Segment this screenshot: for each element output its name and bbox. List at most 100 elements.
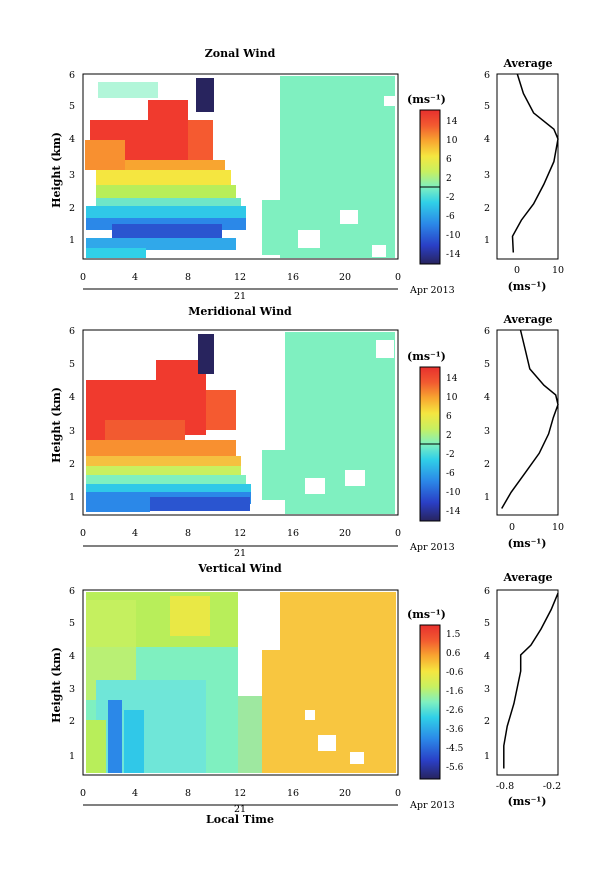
- heat-region: [85, 140, 125, 170]
- heat-region: [86, 206, 246, 220]
- x-tick-label: 12: [234, 272, 246, 283]
- x-tick-label: 16: [287, 272, 299, 283]
- profile-y-tick: 3: [484, 170, 490, 181]
- heat-region: [96, 185, 236, 199]
- heat-region: [148, 100, 188, 170]
- y-axis: 1 2 3 4 5 6 Height (km): [50, 586, 75, 762]
- y-tick-label: 1: [69, 492, 75, 503]
- y-tick-label: 1: [69, 235, 75, 246]
- colorbar-unit: (ms⁻¹): [407, 350, 446, 363]
- profile-unit: (ms⁻¹): [508, 537, 547, 550]
- y-axis: 1 2 3 4 5 6 Height (km): [50, 70, 75, 246]
- colorbar-meridional: (ms⁻¹) 14 10 6 2 -2 -6 -10 -14: [407, 350, 461, 522]
- colorbar-tick-label: 14: [446, 374, 458, 384]
- heat-region: [188, 120, 213, 165]
- heat-region: [112, 224, 222, 240]
- profile-x-tick: 0: [514, 265, 520, 276]
- heat-region: [86, 504, 150, 512]
- profile-y-tick: 1: [484, 235, 490, 246]
- heat-gap: [305, 710, 315, 720]
- colorbar-tick-label: 2: [446, 174, 452, 184]
- heat-region: [86, 238, 236, 250]
- heat-region: [124, 710, 144, 773]
- panel-meridional: Meridional Wind 1 2 3 4: [50, 305, 564, 559]
- plot-frame: [82, 73, 399, 260]
- heat-region: [86, 456, 241, 468]
- profile-meridional: Average 1 2 3 4 5 6 0 10 (ms⁻¹): [484, 313, 564, 550]
- y-tick-label: 2: [69, 203, 75, 214]
- heat-region: [98, 82, 158, 98]
- profile-y-tick: 4: [484, 392, 490, 403]
- profile-x-tick: 0: [509, 522, 515, 533]
- heat-region: [86, 248, 146, 258]
- y-tick-label: 5: [69, 618, 75, 629]
- heat-region: [196, 78, 214, 112]
- profile-y-tick: 1: [484, 492, 490, 503]
- x-tick-label: 8: [185, 788, 191, 799]
- heat-region: [108, 700, 122, 773]
- profile-x-tick: -0.8: [496, 781, 514, 792]
- date-day: 21: [234, 804, 246, 815]
- date-day: 21: [234, 291, 246, 302]
- heatmap-meridional: [83, 330, 398, 515]
- heat-gap: [298, 230, 320, 248]
- y-axis-label: Height (km): [50, 132, 63, 208]
- heat-gap: [340, 210, 358, 224]
- heat-region: [96, 170, 231, 188]
- heat-gap: [305, 478, 325, 494]
- colorbar-tick-label: -10: [446, 231, 461, 241]
- y-tick-label: 1: [69, 751, 75, 762]
- colorbar-tick-label: -3.6: [446, 725, 464, 735]
- profile-y-tick: 2: [484, 203, 490, 214]
- colorbar-tick-label: 6: [446, 155, 452, 165]
- profile-frame: [496, 329, 559, 516]
- heat-region: [96, 198, 241, 208]
- x-tick-label: 4: [132, 272, 138, 283]
- y-tick-label: 6: [69, 326, 75, 337]
- heatmap-zonal: [83, 74, 398, 259]
- panel-title: Vertical Wind: [197, 562, 282, 575]
- heatmap-vertical: [83, 590, 398, 775]
- colorbar-tick-label: -14: [446, 507, 461, 517]
- heat-region: [262, 650, 282, 773]
- x-tick-label: 16: [287, 788, 299, 799]
- heat-region: [238, 696, 266, 773]
- heat-region: [86, 466, 241, 476]
- colorbar-unit: (ms⁻¹): [407, 93, 446, 106]
- average-profile-line: [503, 592, 559, 769]
- x-axis: 0 4 8 12 16 20 0 21 Apr 2013 Local Time: [80, 788, 455, 826]
- colorbar-tick-label: -6: [446, 469, 455, 479]
- colorbar-zonal: (ms⁻¹) 14 10 6 2 -2 -6 -10 -14: [407, 93, 461, 265]
- profile-y-tick: 3: [484, 426, 490, 437]
- profile-y-tick: 6: [484, 586, 490, 597]
- y-tick-label: 2: [69, 716, 75, 727]
- profile-lines: [501, 73, 559, 769]
- plot-frame: [82, 329, 399, 516]
- x-tick-label: 16: [287, 528, 299, 539]
- profile-y-tick: 3: [484, 684, 490, 695]
- profile-title: Average: [502, 313, 552, 326]
- colorbar-tick-label: 1.5: [446, 630, 461, 640]
- y-axis-label: Height (km): [50, 387, 63, 463]
- average-profile-line: [501, 329, 559, 509]
- x-tick-label: 4: [132, 528, 138, 539]
- y-tick-label: 5: [69, 359, 75, 370]
- heat-gap: [318, 735, 336, 751]
- y-tick-label: 6: [69, 586, 75, 597]
- y-axis-label: Height (km): [50, 647, 63, 723]
- x-tick-label: 20: [339, 528, 351, 539]
- heat-gap: [376, 340, 394, 358]
- y-tick-label: 4: [69, 134, 75, 145]
- date-label: Apr 2013: [409, 800, 455, 811]
- x-tick-label: 12: [234, 528, 246, 539]
- heat-region: [150, 497, 250, 511]
- x-tick-label: 20: [339, 788, 351, 799]
- profile-y-tick: 4: [484, 651, 490, 662]
- x-tick-label: 8: [185, 272, 191, 283]
- colorbar-vertical: (ms⁻¹) 1.5 0.6 -0.6 -1.6 -2.6 -3.6 -4.5 …: [407, 608, 464, 780]
- profile-unit: (ms⁻¹): [508, 795, 547, 808]
- panel-title: Zonal Wind: [205, 47, 276, 60]
- profile-title: Average: [502, 571, 552, 584]
- colorbar-tick-label: -6: [446, 212, 455, 222]
- colorbar-unit: (ms⁻¹): [407, 608, 446, 621]
